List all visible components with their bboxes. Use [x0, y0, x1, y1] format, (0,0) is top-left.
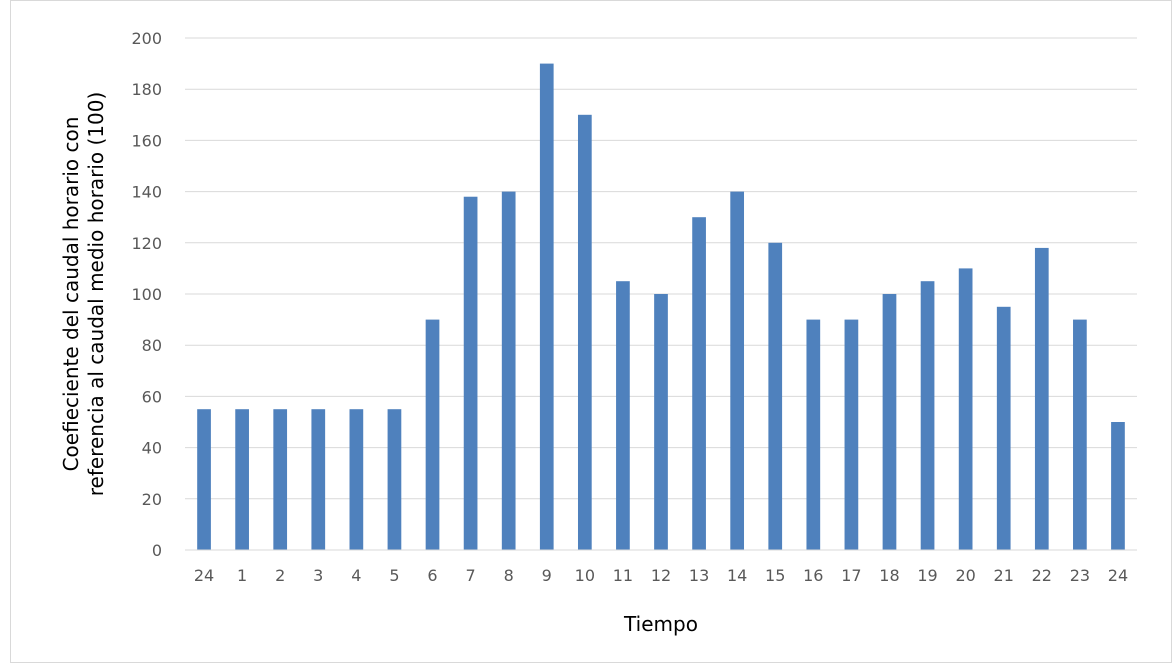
x-tick-label: 17	[841, 566, 861, 585]
bar	[273, 409, 288, 550]
bar	[349, 409, 364, 550]
x-tick-label: 15	[765, 566, 785, 585]
x-tick-label: 23	[1070, 566, 1090, 585]
bar	[197, 409, 211, 550]
x-tick-label: 22	[1032, 566, 1052, 585]
x-tick-label: 3	[313, 566, 323, 585]
bar	[539, 63, 554, 550]
bar	[958, 268, 973, 550]
x-tick-label: 18	[879, 566, 899, 585]
bar	[616, 281, 630, 550]
bar	[1111, 422, 1125, 550]
bar	[235, 409, 249, 550]
x-tick-label: 11	[613, 566, 633, 585]
y-tick-label: 160	[131, 131, 162, 150]
x-axis-ticks: 24 1 2 3 4 5 6 7 8 9 10 11 12 13 14 15 16 17 18 19 20 21 22 23 2…	[194, 566, 1128, 585]
bar	[577, 114, 592, 551]
y-axis-title: Coefieciente del caudal horario con refe…	[59, 92, 108, 497]
y-axis-title-line-1: Coefieciente del caudal horario con	[59, 117, 83, 472]
bar	[692, 217, 706, 550]
bar	[501, 191, 516, 550]
x-tick-label: 24	[194, 566, 214, 585]
bar	[463, 196, 478, 550]
y-tick-label: 120	[131, 234, 162, 253]
x-tick-label: 14	[727, 566, 747, 585]
x-tick-label: 6	[427, 566, 437, 585]
x-tick-label: 4	[351, 566, 361, 585]
y-tick-label: 100	[131, 285, 162, 304]
x-axis-title: Tiempo	[623, 612, 698, 636]
x-tick-label: 12	[651, 566, 671, 585]
y-tick-label: 140	[131, 183, 162, 202]
x-tick-label: 19	[917, 566, 937, 585]
y-tick-label: 0	[152, 541, 162, 560]
bar	[730, 191, 745, 550]
y-axis-ticks: 0 20 40 60 80 100 120 140 160 180 200	[131, 29, 162, 560]
bar	[882, 294, 897, 550]
x-tick-label: 21	[994, 566, 1014, 585]
y-tick-label: 200	[131, 29, 162, 48]
x-tick-label: 5	[389, 566, 399, 585]
bar	[806, 319, 821, 550]
bar	[387, 409, 402, 550]
bar	[311, 409, 326, 550]
x-tick-label: 1	[237, 566, 247, 585]
y-tick-label: 60	[142, 387, 162, 406]
y-tick-label: 40	[142, 439, 162, 458]
bars	[197, 63, 1125, 551]
bar	[996, 306, 1011, 550]
x-tick-label: 20	[955, 566, 975, 585]
bar	[425, 319, 440, 550]
bar	[920, 281, 935, 550]
x-tick-label: 10	[575, 566, 595, 585]
x-tick-label: 8	[504, 566, 514, 585]
gridlines	[185, 37, 1137, 500]
x-tick-label: 16	[803, 566, 823, 585]
y-tick-label: 180	[131, 80, 162, 99]
bar	[768, 242, 783, 551]
bar	[844, 319, 859, 550]
bar	[1073, 319, 1087, 550]
y-axis-title-line-2: referencia al caudal medio horario (100)	[84, 92, 108, 497]
y-tick-label: 80	[142, 336, 162, 355]
y-tick-label: 20	[142, 490, 162, 509]
x-tick-label: 13	[689, 566, 709, 585]
bar	[1034, 247, 1049, 551]
x-tick-label: 7	[466, 566, 476, 585]
x-tick-label: 9	[542, 566, 552, 585]
bar	[654, 294, 668, 550]
x-tick-label: 24	[1108, 566, 1128, 585]
x-tick-label: 2	[275, 566, 285, 585]
